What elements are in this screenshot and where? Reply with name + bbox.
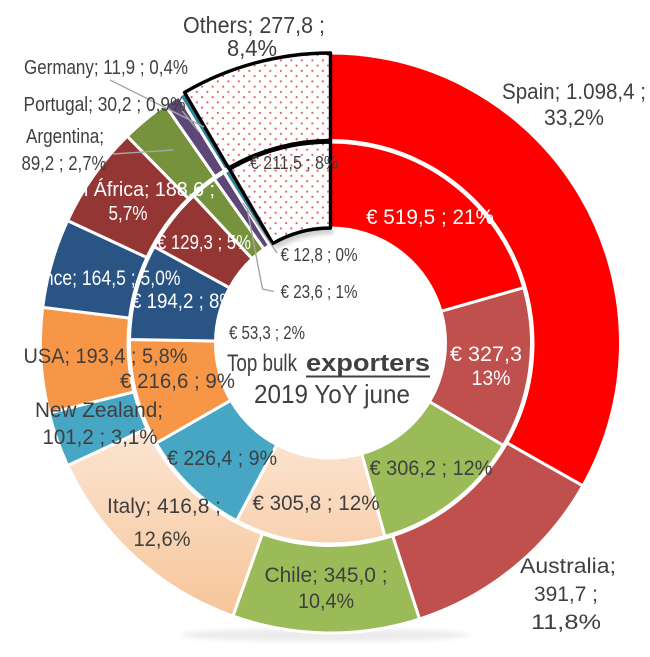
svg-text:Chile; 345,0 ;: Chile; 345,0 ; — [265, 564, 388, 587]
svg-text:exporters: exporters — [306, 350, 430, 377]
svg-text:12,6%: 12,6% — [134, 528, 191, 551]
svg-text:€ 306,2 ; 12%: € 306,2 ; 12% — [370, 457, 493, 480]
svg-text:South África; 188,6 ;: South África; 188,6 ; — [37, 178, 215, 201]
svg-text:€ 12,8 ; 0%: € 12,8 ; 0% — [281, 245, 358, 265]
svg-text:Others; 277,8 ;: Others; 277,8 ; — [183, 12, 325, 38]
svg-text:11,8%: 11,8% — [531, 611, 601, 634]
svg-text:€ 226,4 ; 9%: € 226,4 ; 9% — [167, 447, 277, 470]
svg-text:Top bulk: Top bulk — [227, 350, 298, 377]
svg-text:USA; 193,4 ; 5,8%: USA; 193,4 ; 5,8% — [24, 345, 188, 368]
svg-text:€ 53,3 ; 2%: € 53,3 ; 2% — [229, 323, 305, 343]
svg-text:Italy; 416,8 ;: Italy; 416,8 ; — [107, 495, 221, 518]
svg-text:391,7 ;: 391,7 ; — [534, 583, 598, 606]
svg-text:10,4%: 10,4% — [298, 590, 354, 613]
svg-text:€ 194,2 ; 8%: € 194,2 ; 8% — [131, 290, 236, 313]
svg-text:Argentina;: Argentina; — [26, 126, 104, 148]
svg-text:France; 164,5 ; 5,0%: France; 164,5 ; 5,0% — [18, 267, 181, 290]
svg-text:€ 129,3 ; 5%: € 129,3 ; 5% — [157, 232, 251, 254]
svg-text:5,7%: 5,7% — [109, 203, 148, 225]
svg-text:Spain; 1.098,4 ;: Spain; 1.098,4 ; — [502, 79, 646, 104]
svg-text:€ 327,3 ;: € 327,3 ; — [450, 343, 534, 366]
svg-text:€ 211,5 ; 8%: € 211,5 ; 8% — [250, 153, 338, 173]
svg-text:€ 216,6 ; 9%: € 216,6 ; 9% — [120, 370, 235, 393]
svg-text:13%: 13% — [472, 367, 511, 390]
svg-text:89,2 ; 2,7%: 89,2 ; 2,7% — [22, 153, 107, 175]
svg-text:€ 23,6 ; 1%: € 23,6 ; 1% — [281, 282, 358, 302]
svg-text:2019 YoY june: 2019 YoY june — [254, 379, 410, 409]
svg-text:Australia;: Australia; — [520, 555, 616, 578]
svg-text:€ 519,5 ; 21%: € 519,5 ; 21% — [366, 206, 494, 229]
svg-text:New Zealand;: New Zealand; — [35, 399, 163, 422]
svg-text:€ 305,8 ; 12%: € 305,8 ; 12% — [253, 492, 380, 515]
svg-text:8,4%: 8,4% — [227, 35, 277, 61]
svg-text:33,2%: 33,2% — [544, 105, 604, 130]
svg-text:101,2 ; 3,1%: 101,2 ; 3,1% — [43, 426, 158, 449]
svg-text:Germany; 11,9 ; 0,4%: Germany; 11,9 ; 0,4% — [24, 57, 188, 79]
svg-text:Portugal; 30,2 ; 0,9%: Portugal; 30,2 ; 0,9% — [24, 94, 186, 116]
